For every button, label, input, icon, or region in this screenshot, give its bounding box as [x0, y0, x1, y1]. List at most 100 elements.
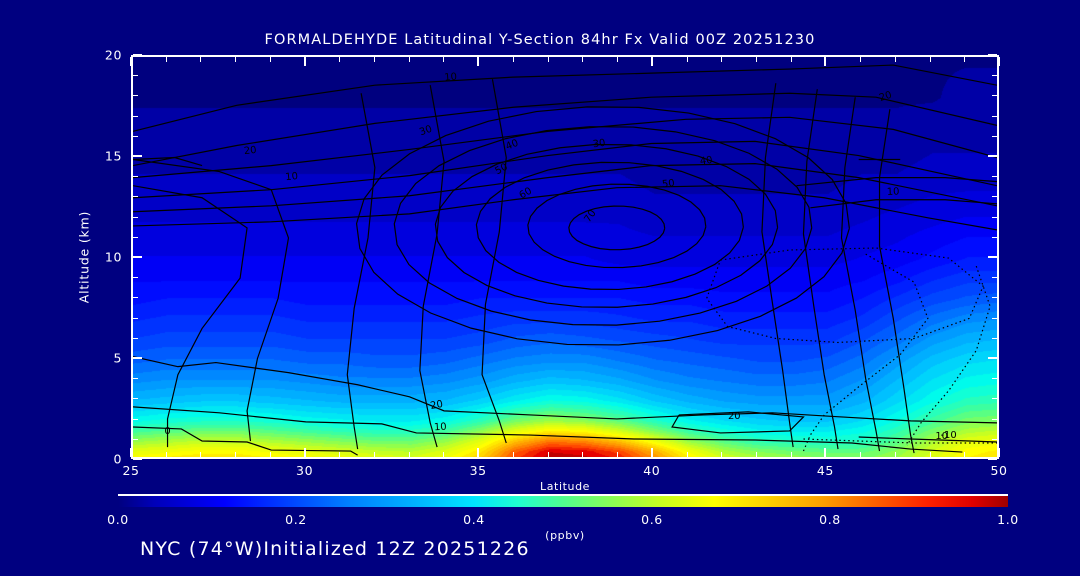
contour-label: 30: [418, 124, 434, 139]
axis-tick: [988, 357, 997, 359]
axis-tick: [339, 452, 341, 457]
axis-tick: [992, 378, 997, 380]
footer-label: NYC (74°W)Initialized 12Z 20251226: [140, 538, 530, 560]
contour-label: 20: [429, 399, 443, 412]
axis-tick: [133, 277, 138, 279]
x-axis-tick-label: 50: [990, 463, 1008, 478]
contour-line: [671, 411, 805, 434]
axis-tick: [992, 438, 997, 440]
axis-tick: [929, 57, 931, 62]
contour-line: [133, 185, 997, 231]
axis-tick: [992, 337, 997, 339]
x-axis-title: Latitude: [539, 480, 591, 493]
axis-tick: [165, 452, 167, 457]
contour-label: 60: [517, 186, 533, 202]
contour-line: [133, 163, 997, 213]
contour-label: 10: [935, 431, 948, 442]
axis-tick: [443, 57, 445, 62]
y-axis-tick-label: 20: [104, 47, 122, 63]
axis-tick: [992, 216, 997, 218]
contour-line: [133, 92, 997, 167]
contour-label: 10: [434, 422, 447, 434]
y-axis-tick-label: 15: [104, 148, 122, 164]
contour-line: [761, 83, 794, 448]
axis-tick: [790, 57, 792, 62]
axis-tick: [133, 236, 138, 238]
axis-tick: [721, 452, 723, 457]
colorbar-tick-label: 1.0: [997, 512, 1019, 527]
axis-tick: [790, 452, 792, 457]
axis-tick: [988, 256, 997, 258]
axis-tick: [998, 448, 1000, 457]
axis-tick: [992, 115, 997, 117]
axis-tick: [269, 57, 271, 62]
axis-tick: [133, 378, 138, 380]
axis-tick: [133, 398, 138, 400]
axis-tick: [988, 458, 997, 460]
contour-line: [133, 426, 358, 456]
contour-line: [133, 156, 203, 167]
axis-tick: [992, 418, 997, 420]
x-axis-tick-label: 30: [296, 463, 314, 478]
axis-tick: [992, 135, 997, 137]
axis-tick: [130, 448, 132, 457]
x-axis-tick-label: 25: [122, 463, 140, 478]
axis-tick: [133, 196, 138, 198]
axis-tick: [547, 57, 549, 62]
y-axis-tick-label: 5: [113, 350, 122, 366]
axis-tick: [339, 57, 341, 62]
contour-line: [133, 64, 997, 132]
axis-tick: [582, 57, 584, 62]
axis-tick: [650, 448, 653, 457]
axis-tick: [992, 75, 997, 77]
axis-tick: [133, 357, 142, 359]
axis-tick: [133, 297, 138, 299]
axis-tick: [200, 452, 202, 457]
axis-tick: [477, 448, 480, 457]
axis-tick: [824, 57, 827, 66]
axis-tick: [303, 57, 306, 66]
axis-tick: [512, 452, 514, 457]
axis-tick: [617, 452, 619, 457]
contour-label: -10: [940, 430, 956, 441]
axis-tick: [374, 452, 376, 457]
contour-line: [346, 93, 376, 450]
contour-line: [796, 177, 997, 187]
contour-line: [133, 406, 963, 453]
contour-line: [133, 158, 290, 442]
x-axis-tick-label: 40: [643, 463, 661, 478]
contour-line: [906, 265, 991, 446]
axis-tick: [755, 452, 757, 457]
axis-tick: [929, 452, 931, 457]
axis-tick: [269, 452, 271, 457]
axis-tick: [824, 448, 827, 457]
axis-tick: [133, 135, 138, 137]
contour-label: 50: [662, 178, 676, 190]
axis-tick: [443, 452, 445, 457]
chart-title: FORMALDEHYDE Latitudinal Y-Section 84hr …: [264, 32, 816, 48]
axis-tick: [200, 57, 202, 62]
contour-line: [802, 253, 929, 452]
axis-tick: [755, 57, 757, 62]
contour-line: [527, 183, 707, 269]
axis-tick: [133, 317, 138, 319]
axis-tick: [374, 57, 376, 62]
axis-tick: [133, 418, 138, 420]
axis-tick: [686, 452, 688, 457]
contour-line: [133, 116, 997, 179]
contour-line: [393, 126, 813, 326]
y-axis-title: Altitude (km): [76, 210, 92, 304]
axis-tick: [988, 155, 997, 157]
axis-tick: [133, 155, 142, 157]
axis-tick: [998, 57, 1000, 66]
axis-tick: [860, 452, 862, 457]
contour-label: 10: [285, 171, 299, 183]
axis-tick: [992, 236, 997, 238]
axis-tick: [686, 57, 688, 62]
contour-line: [858, 436, 997, 443]
contour-line: [803, 438, 997, 444]
y-axis-tick-label: 10: [104, 249, 122, 265]
